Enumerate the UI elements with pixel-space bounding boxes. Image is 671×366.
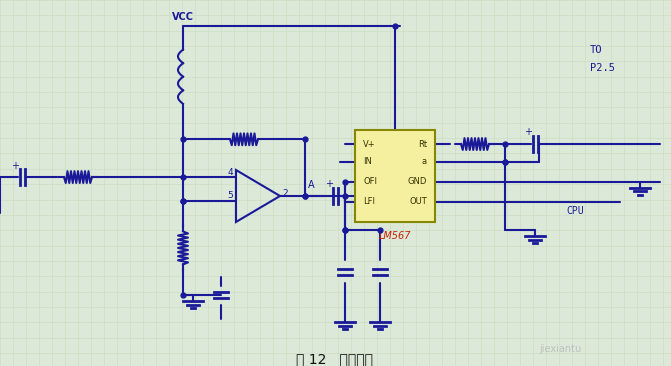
Text: Rt: Rt	[418, 139, 427, 149]
Text: CPU: CPU	[566, 206, 584, 216]
Text: +: +	[11, 161, 19, 171]
Text: OUT: OUT	[409, 197, 427, 206]
Text: TO: TO	[590, 45, 603, 55]
Text: jiexiantu: jiexiantu	[539, 344, 581, 354]
Text: VCC: VCC	[172, 12, 194, 22]
Text: GND: GND	[407, 177, 427, 186]
Text: +: +	[325, 179, 333, 188]
Text: IN: IN	[363, 157, 372, 166]
Text: A: A	[308, 180, 315, 190]
Text: OFI: OFI	[363, 177, 377, 186]
Text: 4: 4	[227, 168, 233, 177]
Text: 5: 5	[227, 191, 233, 200]
Text: 2: 2	[282, 189, 288, 198]
Text: P2.5: P2.5	[590, 63, 615, 73]
Text: 图 12   铃流电路: 图 12 铃流电路	[297, 352, 374, 366]
Bar	[355, 130, 435, 222]
Text: LM567: LM567	[378, 231, 411, 242]
Text: LFI: LFI	[363, 197, 375, 206]
Text: V+: V+	[363, 139, 376, 149]
Text: +: +	[524, 127, 532, 137]
Text: a: a	[422, 157, 427, 166]
